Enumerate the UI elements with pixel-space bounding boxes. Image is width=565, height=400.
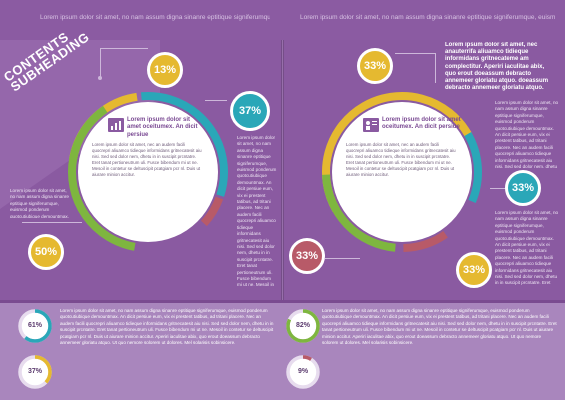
percent-badge: 33%: [357, 48, 393, 84]
connector-dot: [98, 76, 102, 80]
stat-label: 61%: [27, 322, 42, 329]
donut-segment-green: [68, 92, 228, 252]
connector-line: [395, 53, 435, 54]
page-spine: [281, 0, 284, 400]
chart-icon: [108, 118, 124, 132]
right-side-text: Lorem ipsum dolor sit amet, no nam assum…: [495, 100, 559, 168]
stat-label: 37%: [27, 368, 42, 375]
percent-badge: 13%: [147, 52, 183, 88]
right-callout-text: Lorem ipsum dolor sit amet, nec anauterr…: [445, 42, 549, 92]
percent-badge: 50%: [28, 234, 64, 270]
donut-segment-teal: [68, 92, 228, 252]
left-donut-chart: [68, 92, 228, 252]
right-circle-heading: Lorem ipsum dolor sit amet oceitumex. An…: [382, 117, 461, 131]
left-circle-body: Lorem ipsum dolor sit amet, nec an audem…: [92, 142, 202, 177]
presentation-icon: [363, 118, 379, 132]
donut-segment-teal: [322, 91, 482, 252]
connector-line: [100, 48, 148, 49]
donut-center: [78, 102, 218, 242]
percent-badge: 33%: [505, 170, 541, 206]
percent-badge: 33%: [289, 238, 325, 274]
header-strip: [0, 0, 565, 40]
header-text-left: Lorem ipsum dolor sit amet, no nam assum…: [40, 14, 270, 21]
left-margin-text: Lorem ipsum dolor sit amet, no nam assum…: [10, 188, 69, 218]
right-side-text-2: Lorem ipsum dolor sit amet, no nam assum…: [495, 210, 559, 285]
connector-line: [100, 48, 101, 78]
connector-line: [205, 100, 227, 101]
left-side-text: Lorem ipsum dolor sit amet, no nam assum…: [237, 135, 277, 290]
stat-label: 9%: [297, 368, 309, 375]
right-circle-body: Lorem ipsum dolor sit amet, nec an audem…: [346, 142, 456, 177]
right-donut-chart: [322, 91, 482, 252]
donut-segment-red: [322, 92, 482, 252]
left-circle-heading: Lorem ipsum dolor sit amet oceitumex. An…: [127, 117, 198, 138]
percent-badge: 37%: [230, 91, 270, 131]
stat-label: 82%: [295, 322, 310, 329]
connector-line: [325, 258, 360, 259]
donut-center: [332, 102, 472, 242]
donut-segment-green: [322, 92, 482, 252]
bottom-divider: [0, 300, 565, 303]
connector-line: [435, 53, 436, 83]
bottom-right-text: Lorem ipsum dolor sit amet, no nam assum…: [322, 308, 557, 346]
bottom-left-text: Lorem ipsum dolor sit amet, no nam assum…: [60, 308, 274, 346]
donut-segment-red: [68, 92, 228, 252]
bottom-panel: [0, 300, 565, 400]
percent-badge: 33%: [456, 252, 492, 288]
header-text-right: Lorem ipsum dolor sit amet, no nam assum…: [300, 14, 555, 21]
connector-line: [22, 222, 82, 223]
